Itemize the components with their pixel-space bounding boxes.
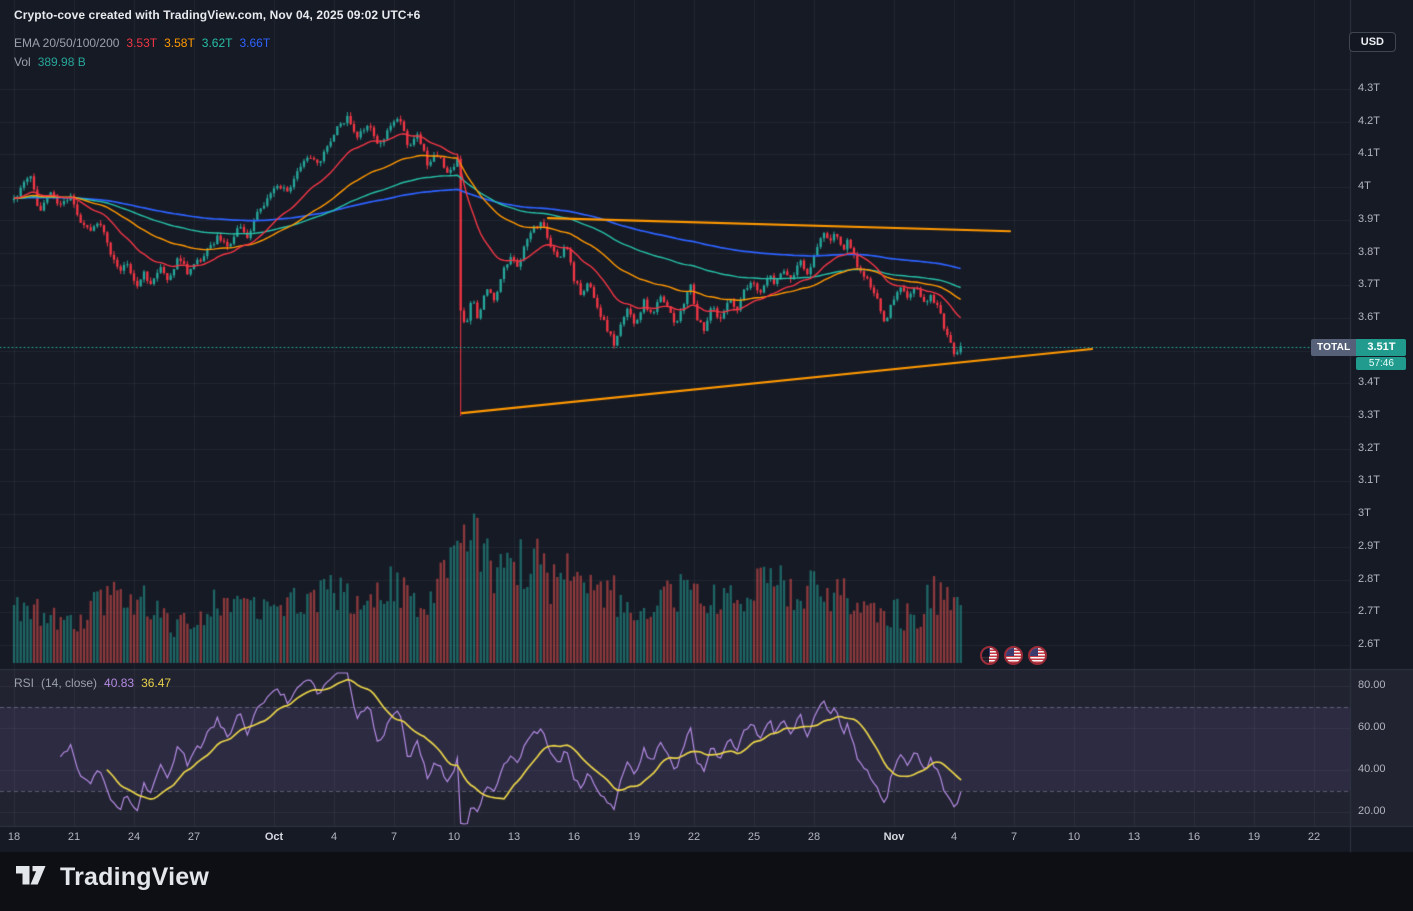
time-tick-label: 4 [950, 831, 958, 843]
time-tick-label: 19 [627, 831, 641, 843]
price-tick-label: 3T [1358, 507, 1371, 520]
time-tick-label: 27 [187, 831, 201, 843]
rsi-legend-values: 40.83 36.47 [104, 676, 171, 690]
ema-legend: EMA 20/50/100/200 3.53T 3.58T 3.62T 3.66T [14, 36, 270, 50]
flag-shade [982, 648, 990, 663]
rsi-legend-value: 36.47 [141, 676, 172, 690]
time-tick-label: 13 [1127, 831, 1141, 843]
idea-flag-markers [980, 646, 1047, 665]
flag-canton [1006, 648, 1014, 656]
time-tick-label: 22 [1307, 831, 1321, 843]
currency-toggle-button[interactable]: USD [1348, 32, 1396, 52]
rsi-legend-params: (14, close) [41, 676, 98, 690]
price-tick-label: 2.6T [1358, 638, 1381, 650]
time-tick-label: 28 [807, 831, 821, 843]
price-tick-label: 3.6T [1358, 310, 1381, 323]
price-tick-label: 3.1T [1358, 474, 1381, 487]
price-tick-label: 3.8T [1358, 245, 1381, 258]
time-tick-label: 10 [1067, 831, 1081, 843]
volume-legend-value: 389.98 B [37, 55, 86, 69]
price-tick-label: 2.7T [1358, 605, 1381, 618]
rsi-tick-label: 40.00 [1358, 763, 1386, 775]
time-tick-label: 22 [687, 831, 701, 843]
time-tick-label: 18 [7, 831, 21, 843]
time-tick-label: 7 [390, 831, 398, 843]
time-tick-label: 25 [747, 831, 761, 843]
tradingview-logo-link[interactable]: TradingView [16, 862, 209, 892]
volume-legend: Vol 389.98 B [14, 55, 86, 69]
price-tick-label: 4.3T [1358, 82, 1381, 94]
time-tick-label: 21 [67, 831, 81, 843]
price-tick-label: 2.8T [1358, 572, 1381, 585]
time-tick-label: 16 [567, 831, 581, 843]
last-price-badge[interactable]: TOTAL 3.51T 57:46 [1311, 339, 1407, 370]
us-flag-icon[interactable] [980, 646, 999, 665]
flag-canton [1030, 648, 1038, 656]
pane-separator[interactable] [0, 666, 1350, 673]
us-flag-icon[interactable] [1004, 646, 1023, 665]
time-tick-label: Nov [883, 831, 905, 843]
ema-legend-value: 3.53T [126, 36, 158, 50]
price-tick-label: 3.3T [1358, 409, 1381, 422]
bar-countdown: 57:46 [1356, 357, 1407, 370]
volume-legend-label: Vol [14, 55, 31, 69]
rsi-tick-label: 20.00 [1358, 805, 1386, 817]
price-tick-label: 4.2T [1358, 114, 1381, 127]
time-tick-label: Oct [264, 831, 284, 843]
rsi-legend-label: RSI [14, 676, 35, 690]
rsi-tick-label: 80.00 [1358, 679, 1386, 691]
price-tick-label: 3.7T [1358, 278, 1381, 291]
time-tick-label: 24 [127, 831, 141, 843]
time-tick-label: 13 [507, 831, 521, 843]
chart-watermark: Crypto-cove created with TradingView.com… [14, 8, 421, 22]
ema-legend-value: 3.62T [201, 36, 233, 50]
rsi-legend: RSI (14, close) 40.83 36.47 [14, 676, 171, 690]
price-tick-label: 3.9T [1358, 212, 1381, 225]
time-tick-label: 19 [1247, 831, 1261, 843]
ema-legend-label: EMA 20/50/100/200 [14, 36, 120, 50]
price-tick-label: 3.4T [1358, 376, 1381, 389]
price-tick-label: 4T [1358, 180, 1371, 193]
price-tick-label: 2.9T [1358, 539, 1381, 552]
time-tick-label: 4 [330, 831, 338, 843]
ema-legend-values: 3.53T 3.58T 3.62T 3.66T [126, 36, 270, 50]
time-tick-label: 7 [1010, 831, 1018, 843]
last-price-value: 3.51T [1356, 339, 1407, 356]
rsi-tick-label: 60.00 [1358, 721, 1386, 733]
ema-legend-value: 3.58T [164, 36, 195, 50]
time-tick-label: 10 [447, 831, 461, 843]
price-tick-label: 4.1T [1358, 147, 1381, 160]
price-tick-label: 3.2T [1358, 441, 1381, 454]
rsi-legend-value: 40.83 [104, 676, 135, 690]
symbol-label: TOTAL [1311, 339, 1357, 356]
time-tick-label: 16 [1187, 831, 1201, 843]
ema-legend-value: 3.66T [239, 36, 271, 50]
us-flag-icon[interactable] [1028, 646, 1047, 665]
tradingview-logo-icon [16, 866, 46, 885]
brand-name: TradingView [60, 862, 210, 891]
